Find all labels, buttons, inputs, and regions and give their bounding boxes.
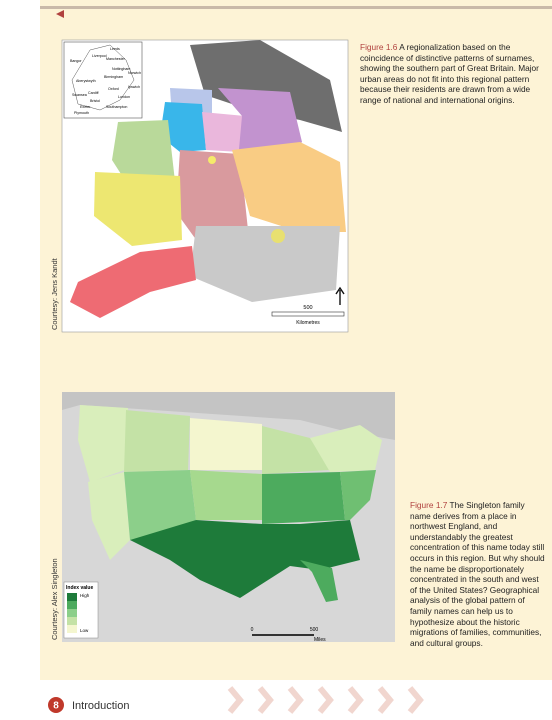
scale-unit: Kilometres bbox=[296, 320, 320, 326]
legend-title: Index value bbox=[66, 585, 93, 591]
footer: 8 Introduction bbox=[48, 686, 424, 714]
city-label: Oxford bbox=[108, 87, 119, 91]
page-number: 8 bbox=[53, 701, 59, 712]
us-map: Index value High Low 0 500 Miles bbox=[62, 392, 395, 643]
city-label: London bbox=[118, 95, 130, 99]
city-label: Exeter bbox=[80, 105, 91, 109]
city-label: Aberystwyth bbox=[76, 79, 96, 83]
city-label: Nottingham bbox=[112, 67, 130, 71]
city-label: Southampton bbox=[106, 105, 127, 109]
city-label: Ipswich bbox=[128, 85, 140, 89]
city-label: Bristol bbox=[90, 99, 100, 103]
city-label: Swansea bbox=[72, 93, 87, 97]
scale-value: 500 bbox=[310, 627, 319, 633]
city-label: Norwich bbox=[128, 71, 141, 75]
figure-label: Figure 1.6 bbox=[360, 42, 398, 52]
scale-unit: Miles bbox=[314, 637, 326, 643]
city-label: Liverpool bbox=[92, 54, 107, 58]
caption-text: The Singleton family name derives from a… bbox=[410, 500, 545, 648]
back-arrow[interactable] bbox=[56, 10, 64, 18]
city-label: Birmingham bbox=[104, 75, 123, 79]
caption: Figure 1.7 The Singleton family name der… bbox=[410, 500, 545, 648]
city-label: Leeds bbox=[110, 47, 120, 51]
scale-value: 500 bbox=[303, 305, 312, 311]
figure-label: Figure 1.7 bbox=[410, 500, 448, 510]
city-label: Bangor bbox=[70, 59, 82, 63]
caption-text: A regionalization based on the coinciden… bbox=[360, 42, 539, 105]
top-rule bbox=[40, 6, 552, 9]
credit: Courtesy: Alex Singleton bbox=[50, 558, 59, 640]
city-label: Plymouth bbox=[74, 111, 89, 115]
legend-low: Low bbox=[80, 628, 89, 633]
legend-high: High bbox=[80, 593, 90, 598]
credit: Courtesy: Jens Kandt bbox=[50, 257, 59, 330]
city-label: Cardiff bbox=[88, 91, 99, 95]
city-label: Manchester bbox=[106, 57, 126, 61]
caption: Figure 1.6 A regionalization based on th… bbox=[360, 42, 542, 106]
section-title: Introduction bbox=[72, 700, 129, 712]
scale-start: 0 bbox=[251, 627, 254, 633]
